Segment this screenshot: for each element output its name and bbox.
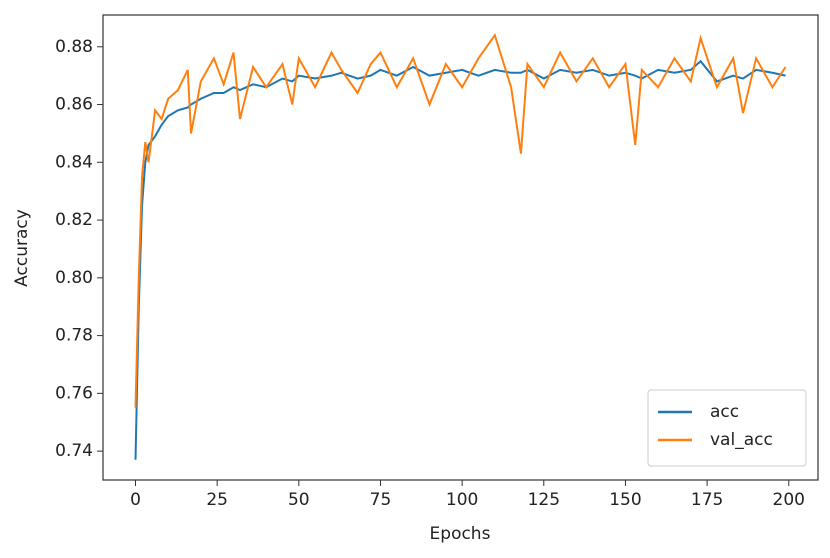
x-tick-label: 0 — [130, 490, 141, 510]
y-tick-label: 0.86 — [55, 95, 93, 115]
y-tick-label: 0.74 — [55, 441, 93, 461]
data-line — [134, 59, 786, 460]
data-line — [134, 32, 787, 408]
x-tick-label: 150 — [609, 490, 641, 510]
y-tick-label: 0.80 — [55, 268, 93, 288]
y-tick-label: 0.88 — [55, 37, 93, 57]
x-tick-label: 25 — [206, 490, 228, 510]
y-tick-label: 0.76 — [55, 383, 93, 403]
y-axis-label: Accuracy — [12, 209, 32, 287]
legend-box — [647, 389, 807, 467]
legend-label: val_acc — [710, 430, 773, 450]
x-axis-label: Epochs — [430, 524, 491, 544]
y-tick-label: 0.84 — [55, 152, 93, 172]
x-tick-label: 200 — [773, 490, 805, 510]
legend-label: acc — [710, 402, 739, 422]
x-tick-label: 175 — [691, 490, 723, 510]
x-tick-label: 75 — [370, 490, 392, 510]
x-tick-label: 125 — [528, 490, 560, 510]
y-tick-label: 0.82 — [55, 210, 93, 230]
plot-frame — [102, 14, 819, 481]
x-tick-label: 100 — [446, 490, 478, 510]
x-tick-label: 50 — [288, 490, 310, 510]
y-tick-label: 0.78 — [55, 326, 93, 346]
